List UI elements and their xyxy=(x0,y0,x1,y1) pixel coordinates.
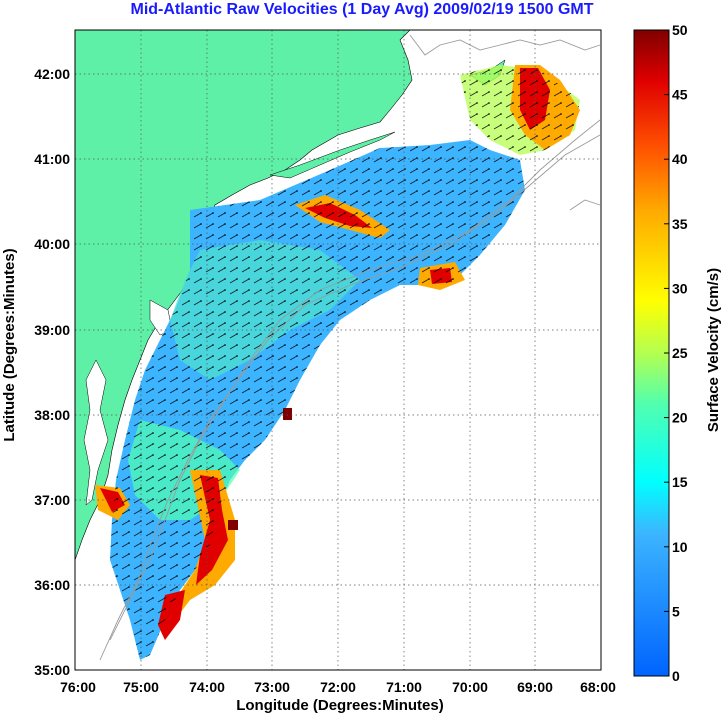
long-island xyxy=(269,131,396,179)
colorbar-tick-5: 5 xyxy=(672,603,680,619)
x-tick-1: 75:00 xyxy=(123,679,159,695)
y-tick-5: 37:00 xyxy=(34,492,70,508)
x-tick-6: 70:00 xyxy=(452,679,488,695)
colorbar-tick-50: 50 xyxy=(672,22,688,38)
colorbar-tick-30: 30 xyxy=(672,280,688,296)
y-axis-label: Latitude (Degrees:Minutes) xyxy=(1,248,18,441)
map-plot xyxy=(74,29,602,671)
x-tick-8: 68:00 xyxy=(580,679,616,695)
x-axis-ticks: 76:00 75:00 74:00 73:00 72:00 71:00 70:0… xyxy=(60,679,616,695)
x-tick-4: 72:00 xyxy=(320,679,356,695)
x-tick-3: 73:00 xyxy=(254,679,290,695)
colorbar: 50 45 40 35 30 25 20 15 10 5 0 Surface V… xyxy=(633,22,722,684)
y-tick-2: 40:00 xyxy=(34,236,70,252)
x-tick-2: 74:00 xyxy=(189,679,225,695)
chesapeake-bay xyxy=(83,359,109,506)
y-tick-1: 41:00 xyxy=(34,151,70,167)
x-tick-7: 69:00 xyxy=(517,679,553,695)
colorbar-tick-15: 15 xyxy=(672,474,688,490)
map-title: Mid-Atlantic Raw Velocities (1 Day Avg) … xyxy=(130,1,594,18)
vector-arrows xyxy=(110,140,525,660)
x-axis-label: Longitude (Degrees:Minutes) xyxy=(236,697,444,714)
colorbar-tick-35: 35 xyxy=(672,216,688,232)
y-tick-7: 35:00 xyxy=(34,662,70,678)
x-tick-5: 71:00 xyxy=(386,679,422,695)
colorbar-tick-0: 0 xyxy=(672,668,680,684)
plot-frame xyxy=(74,29,602,671)
x-tick-0: 76:00 xyxy=(60,679,96,695)
colorbar-tick-45: 45 xyxy=(672,87,688,103)
vector-arrows-north xyxy=(460,65,580,155)
y-tick-0: 42:00 xyxy=(34,66,70,82)
colorbar-gradient xyxy=(633,29,670,677)
colorbar-tick-20: 20 xyxy=(672,410,688,426)
colorbar-label: Surface Velocity (cm/s) xyxy=(705,268,722,432)
colorbar-tick-10: 10 xyxy=(672,539,688,555)
y-tick-3: 39:00 xyxy=(34,322,70,338)
bathymetry-contours xyxy=(99,34,601,661)
y-tick-4: 38:00 xyxy=(34,407,70,423)
y-tick-6: 36:00 xyxy=(34,577,70,593)
y-axis-ticks: 42:00 41:00 40:00 39:00 38:00 37:00 36:0… xyxy=(34,66,70,678)
colorbar-tick-25: 25 xyxy=(672,345,688,361)
colorbar-tick-40: 40 xyxy=(672,151,688,167)
grid xyxy=(75,30,601,670)
